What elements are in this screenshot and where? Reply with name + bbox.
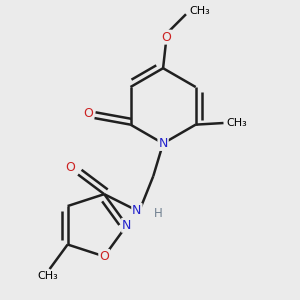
Text: N: N: [122, 219, 131, 232]
Text: CH₃: CH₃: [38, 271, 58, 281]
Text: CH₃: CH₃: [227, 118, 248, 128]
Text: O: O: [99, 250, 109, 263]
Text: N: N: [132, 204, 142, 217]
Text: CH₃: CH₃: [189, 6, 210, 16]
Text: O: O: [83, 107, 93, 120]
Text: N: N: [158, 137, 168, 150]
Text: H: H: [154, 207, 163, 220]
Text: O: O: [65, 161, 75, 175]
Text: O: O: [161, 31, 171, 44]
